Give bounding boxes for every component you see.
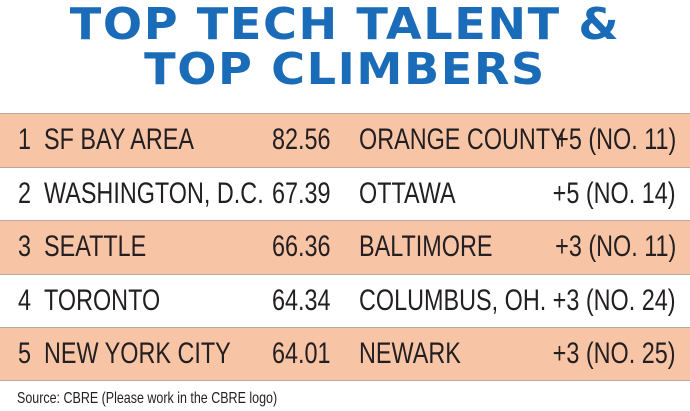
- rank-cell: 1: [18, 123, 32, 157]
- climber-cell: ORANGE COUNTY: [359, 123, 566, 157]
- change-cell: +3 (NO. 11): [554, 230, 676, 264]
- city-cell: NEW YORK CITY: [44, 336, 231, 370]
- score-cell: 64.34: [272, 283, 331, 317]
- table-row: 2 WASHINGTON, D.C. 67.39 OTTAWA +5 (NO. …: [0, 166, 690, 221]
- source-note: Source: CBRE (Please work in the CBRE lo…: [17, 390, 278, 407]
- climber-cell: NEWARK: [359, 336, 461, 370]
- change-cell: +3 (NO. 25): [553, 336, 676, 370]
- city-cell: TORONTO: [44, 283, 161, 317]
- score-cell: 82.56: [272, 123, 331, 157]
- title-line-1: TOP TECH TALENT &: [69, 0, 621, 50]
- table-row: 4 TORONTO 64.34 COLUMBUS, OH. +3 (NO. 24…: [0, 273, 690, 328]
- score-cell: 66.36: [272, 230, 331, 264]
- title-line-2: TOP CLIMBERS: [144, 44, 546, 95]
- rank-cell: 4: [18, 283, 32, 317]
- climber-cell: COLUMBUS, OH.: [359, 283, 547, 317]
- rank-cell: 5: [18, 336, 32, 370]
- table-row: 1 SF BAY AREA 82.56 ORANGE COUNTY +5 (NO…: [0, 113, 690, 167]
- change-cell: +3 (NO. 24): [553, 283, 676, 317]
- rank-cell: 3: [18, 230, 32, 264]
- page-title: TOP TECH TALENT & TOP CLIMBERS: [0, 2, 690, 92]
- rank-cell: 2: [18, 176, 32, 210]
- city-cell: SEATTLE: [44, 230, 147, 264]
- city-cell: SF BAY AREA: [44, 123, 195, 157]
- score-cell: 67.39: [272, 176, 331, 210]
- city-cell: WASHINGTON, D.C.: [44, 176, 264, 210]
- ranking-table: 1 SF BAY AREA 82.56 ORANGE COUNTY +5 (NO…: [0, 113, 690, 381]
- score-cell: 64.01: [272, 336, 331, 370]
- table-row: 3 SEATTLE 66.36 BALTIMORE +3 (NO. 11): [0, 220, 690, 274]
- change-cell: +5 (NO. 14): [553, 176, 676, 210]
- change-cell: +5 (NO. 11): [554, 123, 676, 157]
- table-row: 5 NEW YORK CITY 64.01 NEWARK +3 (NO. 25): [0, 327, 690, 381]
- climber-cell: OTTAWA: [359, 176, 456, 210]
- climber-cell: BALTIMORE: [359, 230, 493, 264]
